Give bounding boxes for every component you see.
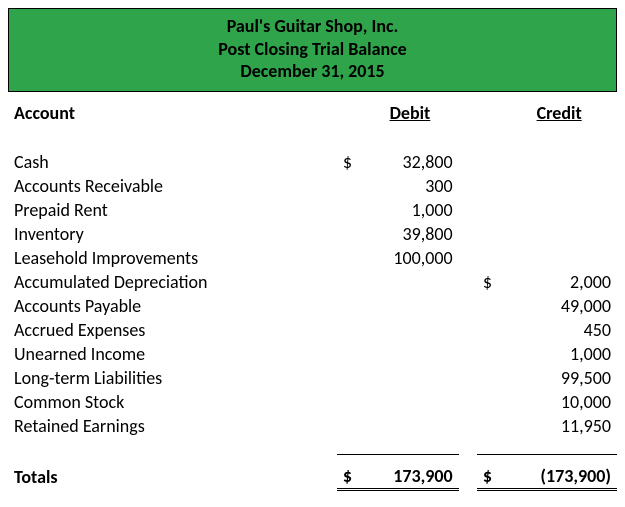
table-row: Retained Earnings 11,950 bbox=[8, 414, 617, 438]
credit-value: 49,000 bbox=[501, 294, 617, 318]
table-row: Common Stock 10,000 bbox=[8, 390, 617, 414]
company-name: Paul's Guitar Shop, Inc. bbox=[9, 15, 616, 38]
credit-value bbox=[501, 246, 617, 270]
col-header-account: Account bbox=[8, 92, 337, 134]
table-row: Inventory 39,800 bbox=[8, 222, 617, 246]
table-row: Unearned Income 1,000 bbox=[8, 342, 617, 366]
credit-value: 1,000 bbox=[501, 342, 617, 366]
credit-symbol bbox=[477, 366, 501, 390]
account-name: Accounts Payable bbox=[8, 294, 337, 318]
debit-symbol bbox=[337, 342, 361, 366]
table-row: Accumulated Depreciation $2,000 bbox=[8, 270, 617, 294]
totals-credit-symbol: $ bbox=[477, 454, 501, 489]
account-name: Leasehold Improvements bbox=[8, 246, 337, 270]
account-name: Retained Earnings bbox=[8, 414, 337, 438]
credit-symbol bbox=[477, 150, 501, 174]
account-name: Accounts Receivable bbox=[8, 174, 337, 198]
debit-value: 1,000 bbox=[361, 198, 458, 222]
credit-symbol bbox=[477, 222, 501, 246]
debit-value bbox=[361, 390, 458, 414]
table-row: Accounts Payable 49,000 bbox=[8, 294, 617, 318]
report-date: December 31, 2015 bbox=[9, 60, 616, 83]
credit-value bbox=[501, 150, 617, 174]
debit-value bbox=[361, 318, 458, 342]
credit-symbol bbox=[477, 318, 501, 342]
credit-symbol: $ bbox=[477, 270, 501, 294]
col-header-debit: Debit bbox=[361, 92, 458, 134]
debit-symbol bbox=[337, 198, 361, 222]
debit-symbol bbox=[337, 270, 361, 294]
credit-value: 2,000 bbox=[501, 270, 617, 294]
debit-value bbox=[361, 270, 458, 294]
totals-debit-symbol: $ bbox=[337, 454, 361, 489]
debit-symbol bbox=[337, 318, 361, 342]
debit-value: 300 bbox=[361, 174, 458, 198]
table-row: Leasehold Improvements 100,000 bbox=[8, 246, 617, 270]
debit-symbol bbox=[337, 246, 361, 270]
account-name: Unearned Income bbox=[8, 342, 337, 366]
account-name: Accumulated Depreciation bbox=[8, 270, 337, 294]
debit-symbol bbox=[337, 414, 361, 438]
debit-symbol bbox=[337, 390, 361, 414]
debit-symbol bbox=[337, 222, 361, 246]
table-row: Prepaid Rent 1,000 bbox=[8, 198, 617, 222]
report-title: Post Closing Trial Balance bbox=[9, 38, 616, 61]
credit-symbol bbox=[477, 294, 501, 318]
credit-symbol bbox=[477, 246, 501, 270]
report-header: Paul's Guitar Shop, Inc. Post Closing Tr… bbox=[8, 8, 617, 92]
credit-symbol bbox=[477, 198, 501, 222]
debit-value bbox=[361, 366, 458, 390]
account-name: Inventory bbox=[8, 222, 337, 246]
credit-value bbox=[501, 222, 617, 246]
table-row: Cash$32,800 bbox=[8, 150, 617, 174]
table-row: Long-term Liabilities 99,500 bbox=[8, 366, 617, 390]
account-name: Common Stock bbox=[8, 390, 337, 414]
trial-balance-table: Account Debit Credit Cash$32,800Accounts… bbox=[8, 92, 617, 491]
totals-debit: 173,900 bbox=[361, 454, 458, 489]
col-header-credit: Credit bbox=[501, 92, 617, 134]
totals-credit: (173,900) bbox=[501, 454, 617, 489]
debit-value: 100,000 bbox=[361, 246, 458, 270]
debit-value bbox=[361, 294, 458, 318]
credit-value bbox=[501, 174, 617, 198]
account-name: Prepaid Rent bbox=[8, 198, 337, 222]
credit-value: 10,000 bbox=[501, 390, 617, 414]
table-row: Accrued Expenses 450 bbox=[8, 318, 617, 342]
totals-label: Totals bbox=[8, 454, 337, 489]
credit-symbol bbox=[477, 174, 501, 198]
account-name: Long-term Liabilities bbox=[8, 366, 337, 390]
debit-symbol bbox=[337, 294, 361, 318]
table-row: Accounts Receivable 300 bbox=[8, 174, 617, 198]
debit-symbol bbox=[337, 366, 361, 390]
account-name: Accrued Expenses bbox=[8, 318, 337, 342]
credit-value bbox=[501, 198, 617, 222]
credit-value: 450 bbox=[501, 318, 617, 342]
credit-value: 99,500 bbox=[501, 366, 617, 390]
debit-value bbox=[361, 342, 458, 366]
credit-symbol bbox=[477, 390, 501, 414]
debit-symbol: $ bbox=[337, 150, 361, 174]
credit-symbol bbox=[477, 342, 501, 366]
debit-value: 32,800 bbox=[361, 150, 458, 174]
credit-symbol bbox=[477, 414, 501, 438]
account-name: Cash bbox=[8, 150, 337, 174]
debit-value: 39,800 bbox=[361, 222, 458, 246]
debit-value bbox=[361, 414, 458, 438]
debit-symbol bbox=[337, 174, 361, 198]
credit-value: 11,950 bbox=[501, 414, 617, 438]
